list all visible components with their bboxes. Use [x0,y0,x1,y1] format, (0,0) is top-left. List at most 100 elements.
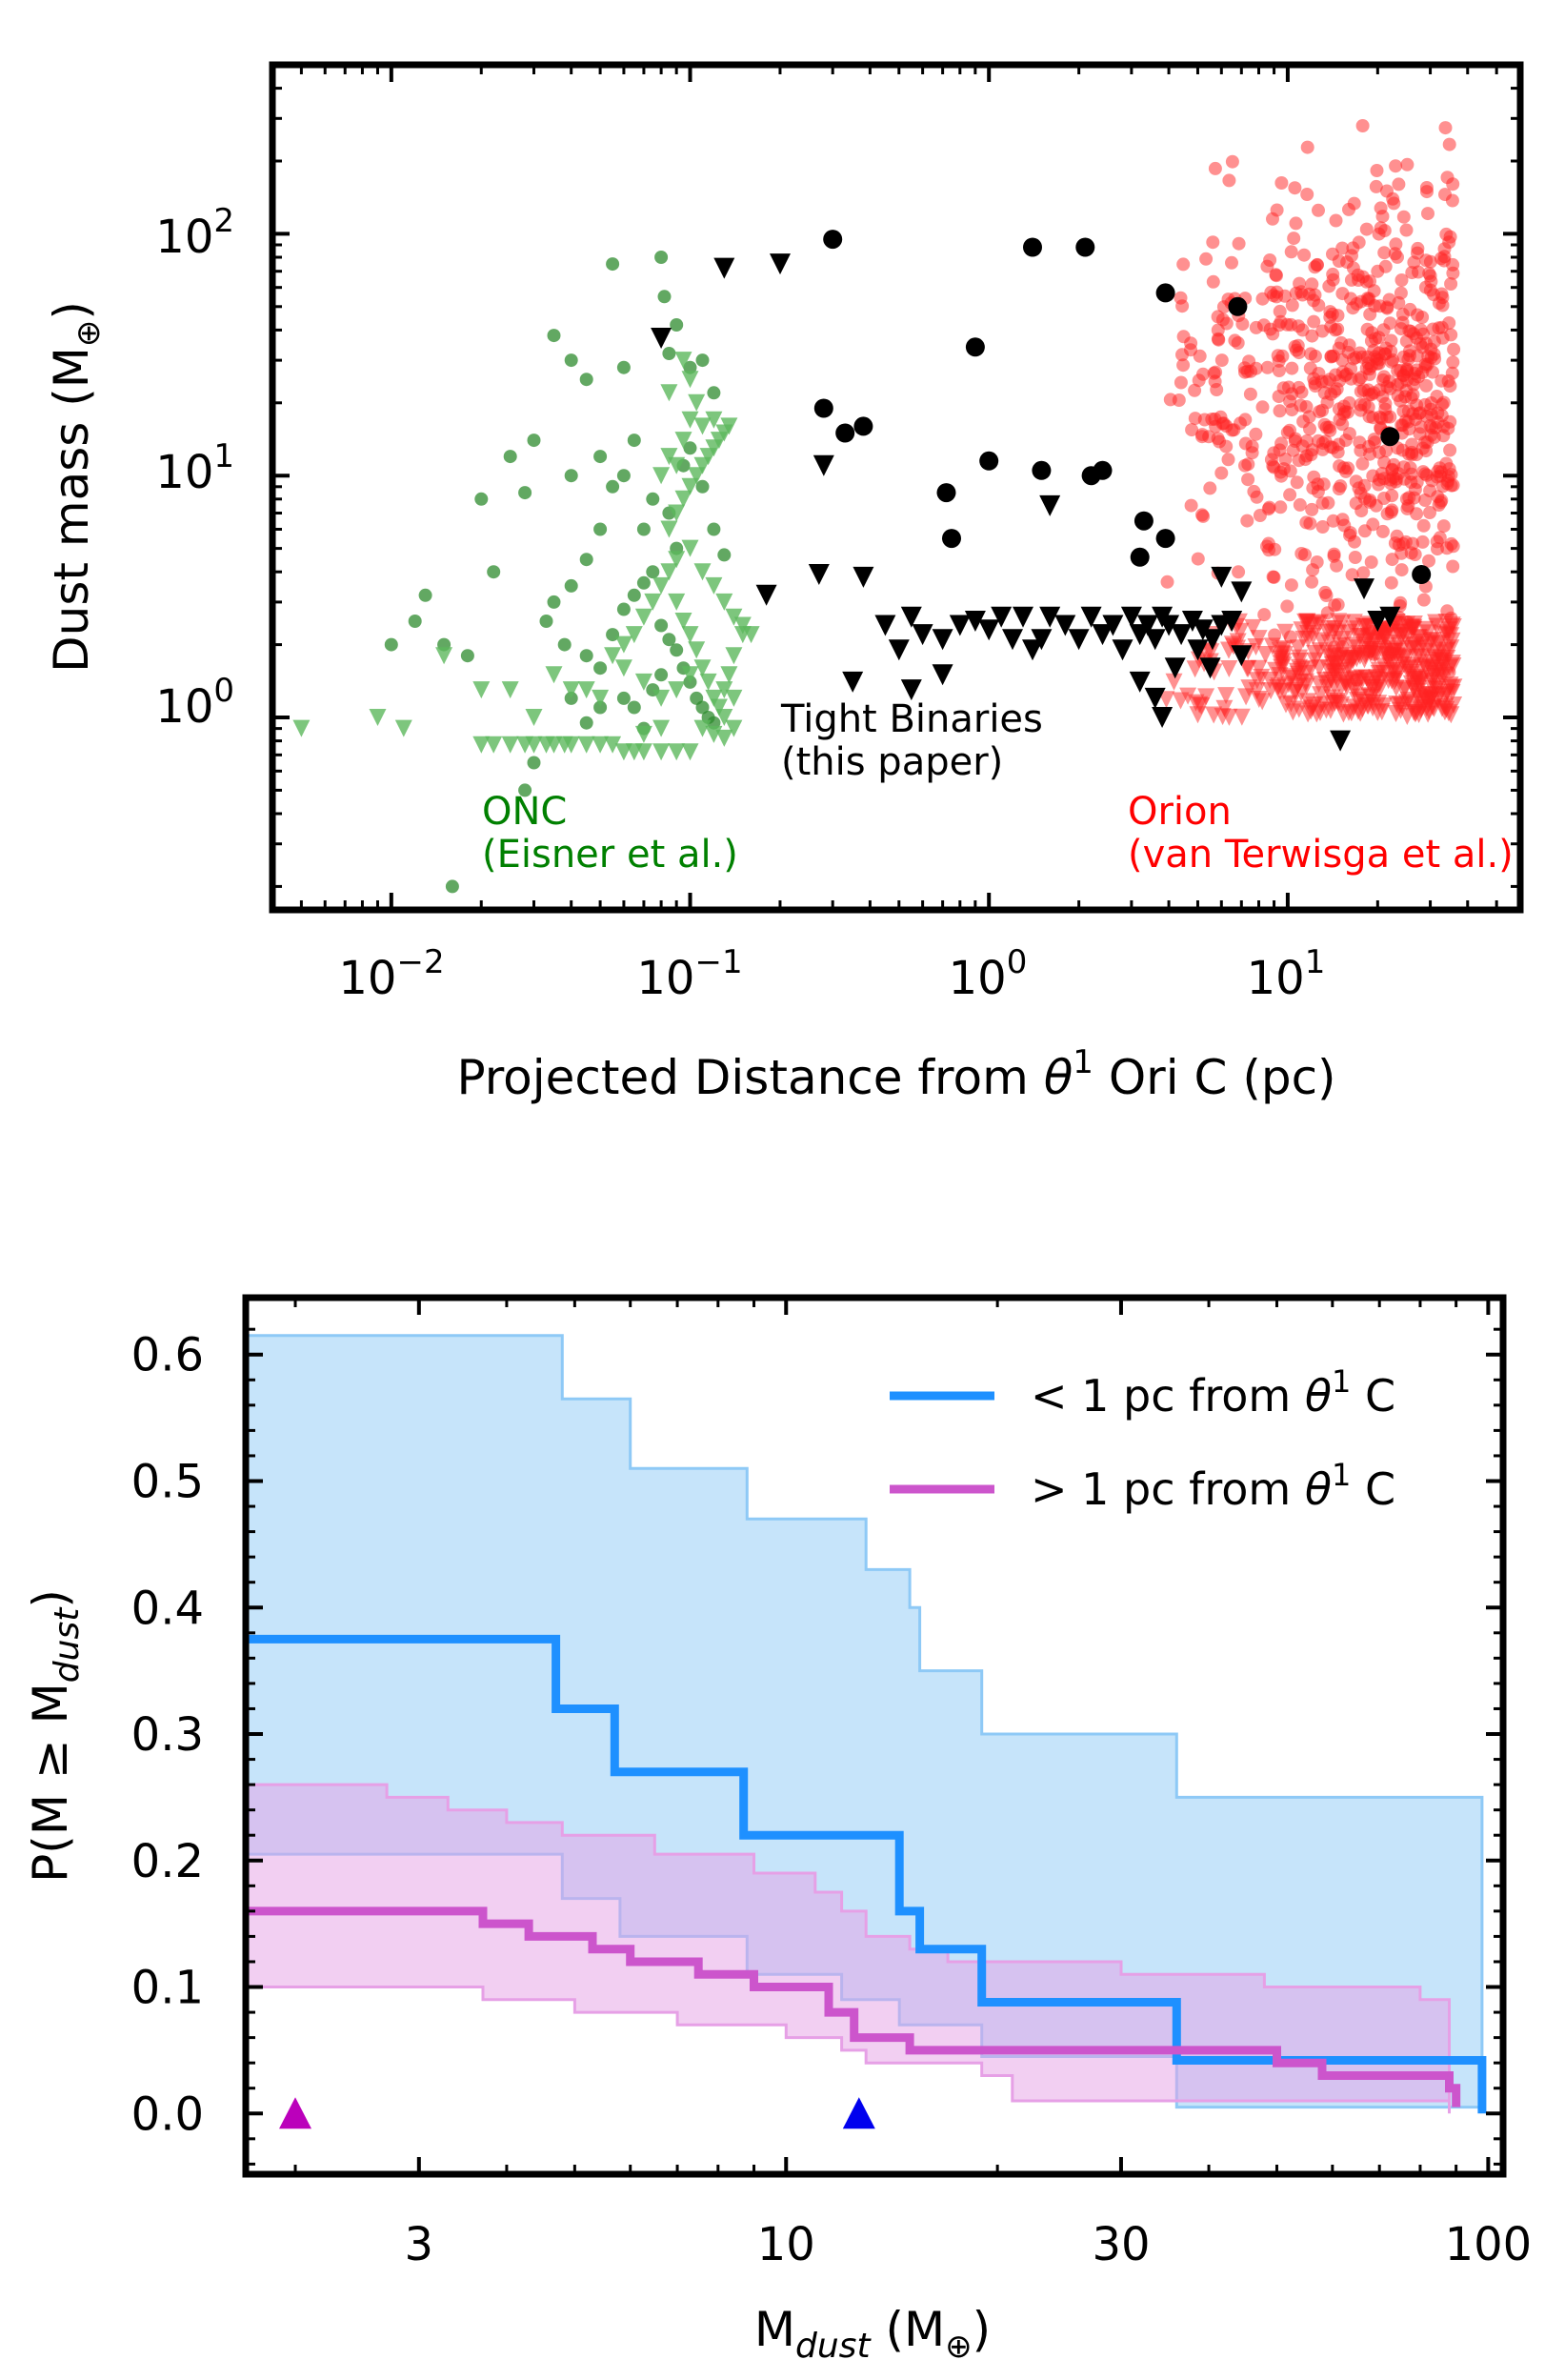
series-tight-binaries-upper-limits [651,253,1401,752]
data-point [707,522,721,536]
data-point [1335,353,1350,367]
data-point [1174,375,1188,390]
data-point [1289,662,1306,680]
data-point [1283,464,1297,478]
data-point [1434,469,1448,483]
legend: < 1 pc from θ1 C > 1 pc from θ1 C [890,1363,1395,1515]
confidence-band-1 [244,1783,1451,2114]
data-point [1284,703,1302,721]
data-point [688,393,706,412]
data-point [1272,364,1286,377]
data-point [1446,478,1460,493]
legend-label-outer: > 1 pc from θ1 C [1031,1457,1395,1515]
data-point [1158,615,1180,636]
data-point [1395,656,1413,674]
data-point [1210,383,1224,396]
data-point [1039,494,1061,516]
data-point [1435,291,1450,305]
data-point [1335,365,1350,379]
data-point [1013,606,1033,628]
data-point [1297,673,1314,691]
data-point [1332,637,1350,656]
data-point [1270,269,1283,283]
data-point [646,565,660,579]
data-point [1075,237,1095,257]
data-point [1112,639,1134,661]
data-point [545,666,563,684]
data-point [1276,623,1294,641]
data-point [1419,336,1434,351]
data-point [472,736,491,754]
bottom-ytick-label: 0.0 [131,2088,204,2141]
data-point [1215,313,1230,327]
data-point [1404,546,1418,560]
data-point [1398,534,1413,549]
data-point [1331,322,1345,336]
data-point [705,411,723,429]
data-point [604,736,622,754]
data-point [1394,286,1408,300]
data-point [1326,654,1343,672]
data-point [1420,185,1434,199]
data-point [1081,466,1101,486]
data-point [1438,683,1456,701]
data-point [614,635,632,654]
data-point [1297,248,1312,262]
data-point [1336,399,1351,413]
data-point [1263,637,1281,656]
series-tight-binaries-detections [813,230,1432,584]
data-point [1191,552,1205,566]
data-point [1369,625,1387,643]
data-point [912,624,933,646]
data-point [900,679,922,701]
data-point [1221,453,1235,467]
data-point [1134,511,1154,531]
data-point [1285,361,1299,375]
data-point [699,673,717,691]
data-point [660,448,678,466]
data-point [1313,405,1327,419]
data-point [435,647,453,665]
data-point [1249,427,1263,441]
data-point [1238,659,1256,677]
data-point [1329,213,1343,228]
top-chart: 10−2 10−1 100 101 100 101 102 Projected … [44,61,1524,1105]
data-point [1366,643,1384,660]
data-point [1195,430,1209,444]
data-point [695,700,710,715]
data-point [1225,154,1239,169]
data-point [1446,539,1460,554]
data-point [1157,691,1175,709]
data-point [1288,181,1302,195]
data-point [1416,593,1431,607]
data-point [1321,495,1335,510]
data-point [660,563,678,581]
data-point [579,716,593,730]
data-point [1275,349,1290,363]
data-point [1363,274,1376,289]
data-point [813,398,833,418]
data-point [1438,121,1453,135]
data-point [501,681,519,699]
data-point [1285,403,1299,417]
data-point [1293,497,1307,512]
data-point [1214,353,1229,368]
data-point [717,548,732,562]
data-point [593,450,608,464]
data-point [668,743,686,761]
data-point [564,578,578,593]
data-point [1263,253,1277,267]
data-point [715,709,733,726]
data-point [1240,364,1254,378]
data-point [874,615,896,636]
data-point [562,681,580,699]
data-point [693,659,712,677]
data-point [1196,367,1210,381]
data-point [384,637,398,652]
data-point [1280,317,1294,332]
top-xtick-label-3: 101 [1247,943,1326,1005]
data-point [1279,676,1297,694]
data-point [1186,660,1204,678]
top-ytick-label-0: 100 [155,672,234,734]
data-point [1345,649,1363,667]
